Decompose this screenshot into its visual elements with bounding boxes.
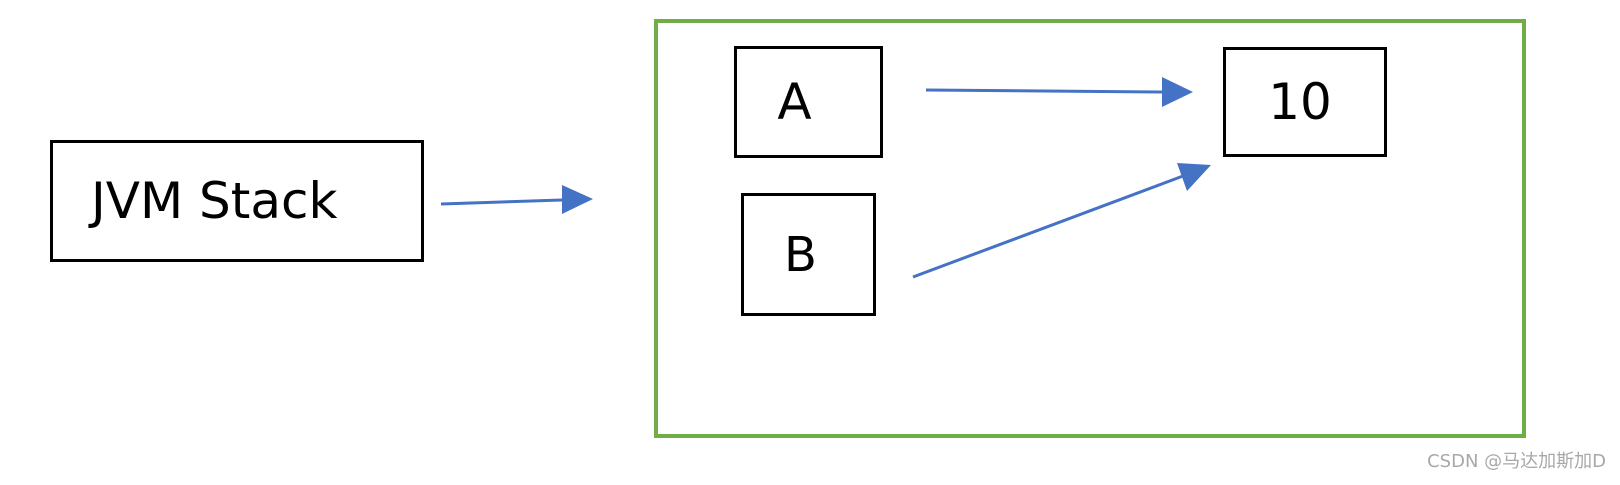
reference-b-label: B	[784, 226, 817, 283]
arrow-b-to-value	[912, 163, 1211, 279]
watermark-text: CSDN @马达加斯加D	[1427, 451, 1606, 472]
reference-a-label: A	[777, 73, 812, 131]
reference-a-node: A	[734, 46, 883, 158]
reference-b-node: B	[741, 193, 876, 316]
jvm-stack-label: JVM Stack	[91, 172, 338, 230]
jvm-stack-node: JVM Stack	[50, 140, 424, 262]
arrow-a-to-value	[925, 77, 1193, 107]
value-node: 10	[1223, 47, 1387, 157]
value-label: 10	[1268, 73, 1332, 131]
arrow-jvm-stack-to-heap	[440, 185, 593, 214]
heap-area-container	[654, 19, 1526, 438]
